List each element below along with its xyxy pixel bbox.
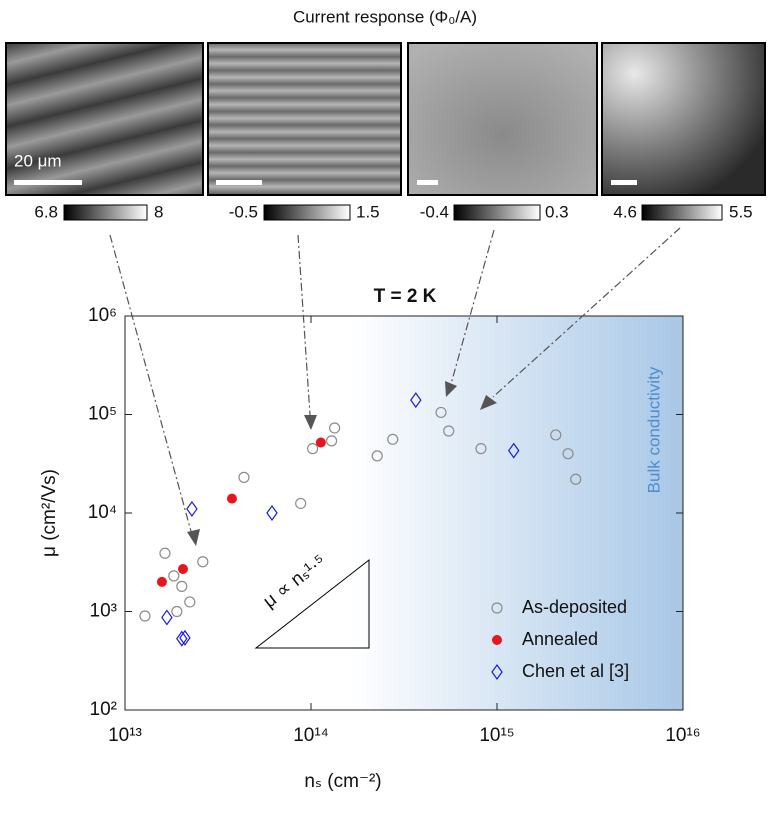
diamond-marker — [266, 504, 278, 522]
legend-label: Chen et al [3] — [522, 661, 629, 681]
dot-marker — [177, 564, 188, 575]
circle-marker — [238, 471, 250, 483]
x-tick-label: 10¹⁴ — [293, 725, 329, 746]
x-axis-label: nₛ (cm⁻²) — [304, 771, 381, 792]
circle-marker — [176, 580, 188, 592]
arrows — [109, 227, 681, 536]
circle-marker — [325, 435, 338, 447]
colorbar — [263, 204, 351, 221]
x-tick-label: 10¹⁵ — [479, 725, 514, 746]
scale-bar — [14, 180, 82, 185]
circle-marker — [435, 406, 447, 419]
legend-marker — [492, 635, 502, 645]
diamond-marker — [410, 392, 422, 409]
colorbar — [63, 204, 148, 221]
panel-images: 20 μm 6.8 8 -0.5 1.5 -0.4 0.3 4.6 5.5 — [5, 42, 766, 221]
circle-marker — [329, 422, 341, 434]
legend-label: Annealed — [522, 629, 598, 649]
colorbar-min: -0.5 — [229, 202, 258, 221]
y-tick-label: 10² — [90, 699, 117, 720]
slope-triangle — [254, 558, 370, 649]
circle-marker — [475, 443, 487, 455]
circle-marker — [139, 610, 151, 622]
x-tick-label: 10¹³ — [108, 725, 142, 746]
circle-marker — [443, 425, 455, 437]
header-title: Current response (Φ₀/A) — [293, 7, 477, 26]
circle-marker — [171, 605, 183, 618]
colorbar-max: 5.5 — [729, 202, 753, 221]
circle-marker — [570, 473, 582, 485]
diamond-marker — [507, 442, 520, 459]
y-tick-label: 10³ — [90, 601, 117, 622]
colorbar — [453, 204, 541, 221]
circle-marker — [184, 596, 196, 608]
dot-marker — [156, 576, 167, 587]
legend-marker — [491, 602, 503, 614]
colorbar-max: 8 — [154, 202, 163, 221]
chart-title: T = 2 K — [374, 286, 437, 307]
colorbar-max: 0.3 — [545, 202, 569, 221]
x-tick-label: 10¹⁶ — [665, 725, 700, 746]
region-label: Bulk conductivity — [644, 366, 663, 493]
diamond-marker — [186, 500, 198, 517]
bulk-region — [350, 316, 683, 710]
image — [5, 42, 204, 196]
scale-bar — [216, 180, 262, 185]
y-tick-label: 10⁶ — [88, 305, 117, 326]
legend-label: As-deposited — [522, 597, 627, 617]
y-tick-label: 10⁴ — [88, 502, 117, 523]
slope-annotation: μ ∝ nₛ¹·⁵ — [259, 551, 330, 613]
arrowheads — [187, 381, 497, 546]
diamond-marker — [179, 629, 191, 646]
colorbar-min: -0.4 — [420, 202, 449, 221]
image — [207, 42, 402, 196]
circle-marker — [295, 497, 307, 510]
circle-marker — [562, 448, 574, 460]
image — [407, 42, 598, 196]
colorbar — [641, 204, 723, 221]
circle-marker — [371, 450, 383, 462]
dot-marker — [226, 493, 237, 504]
colorbar-min: 4.6 — [613, 202, 637, 221]
y-axis-label: μ (cm²/Vs) — [39, 469, 60, 557]
scale-bar — [611, 180, 637, 185]
scale-label: 20 μm — [14, 151, 62, 170]
colorbar-max: 1.5 — [356, 202, 380, 221]
diamond-marker — [161, 609, 173, 626]
colorbar-min: 6.8 — [34, 202, 58, 221]
circle-marker — [159, 547, 171, 559]
circle-marker — [550, 429, 562, 441]
image — [601, 42, 766, 196]
circle-marker — [387, 433, 399, 445]
circle-marker — [168, 570, 180, 582]
diamond-marker — [176, 630, 188, 647]
scale-bar — [417, 180, 438, 185]
legend-marker — [491, 663, 503, 681]
y-tick-label: 10⁵ — [88, 404, 117, 425]
dot-marker — [315, 437, 326, 448]
circle-marker — [197, 556, 209, 568]
circle-marker — [306, 443, 319, 455]
